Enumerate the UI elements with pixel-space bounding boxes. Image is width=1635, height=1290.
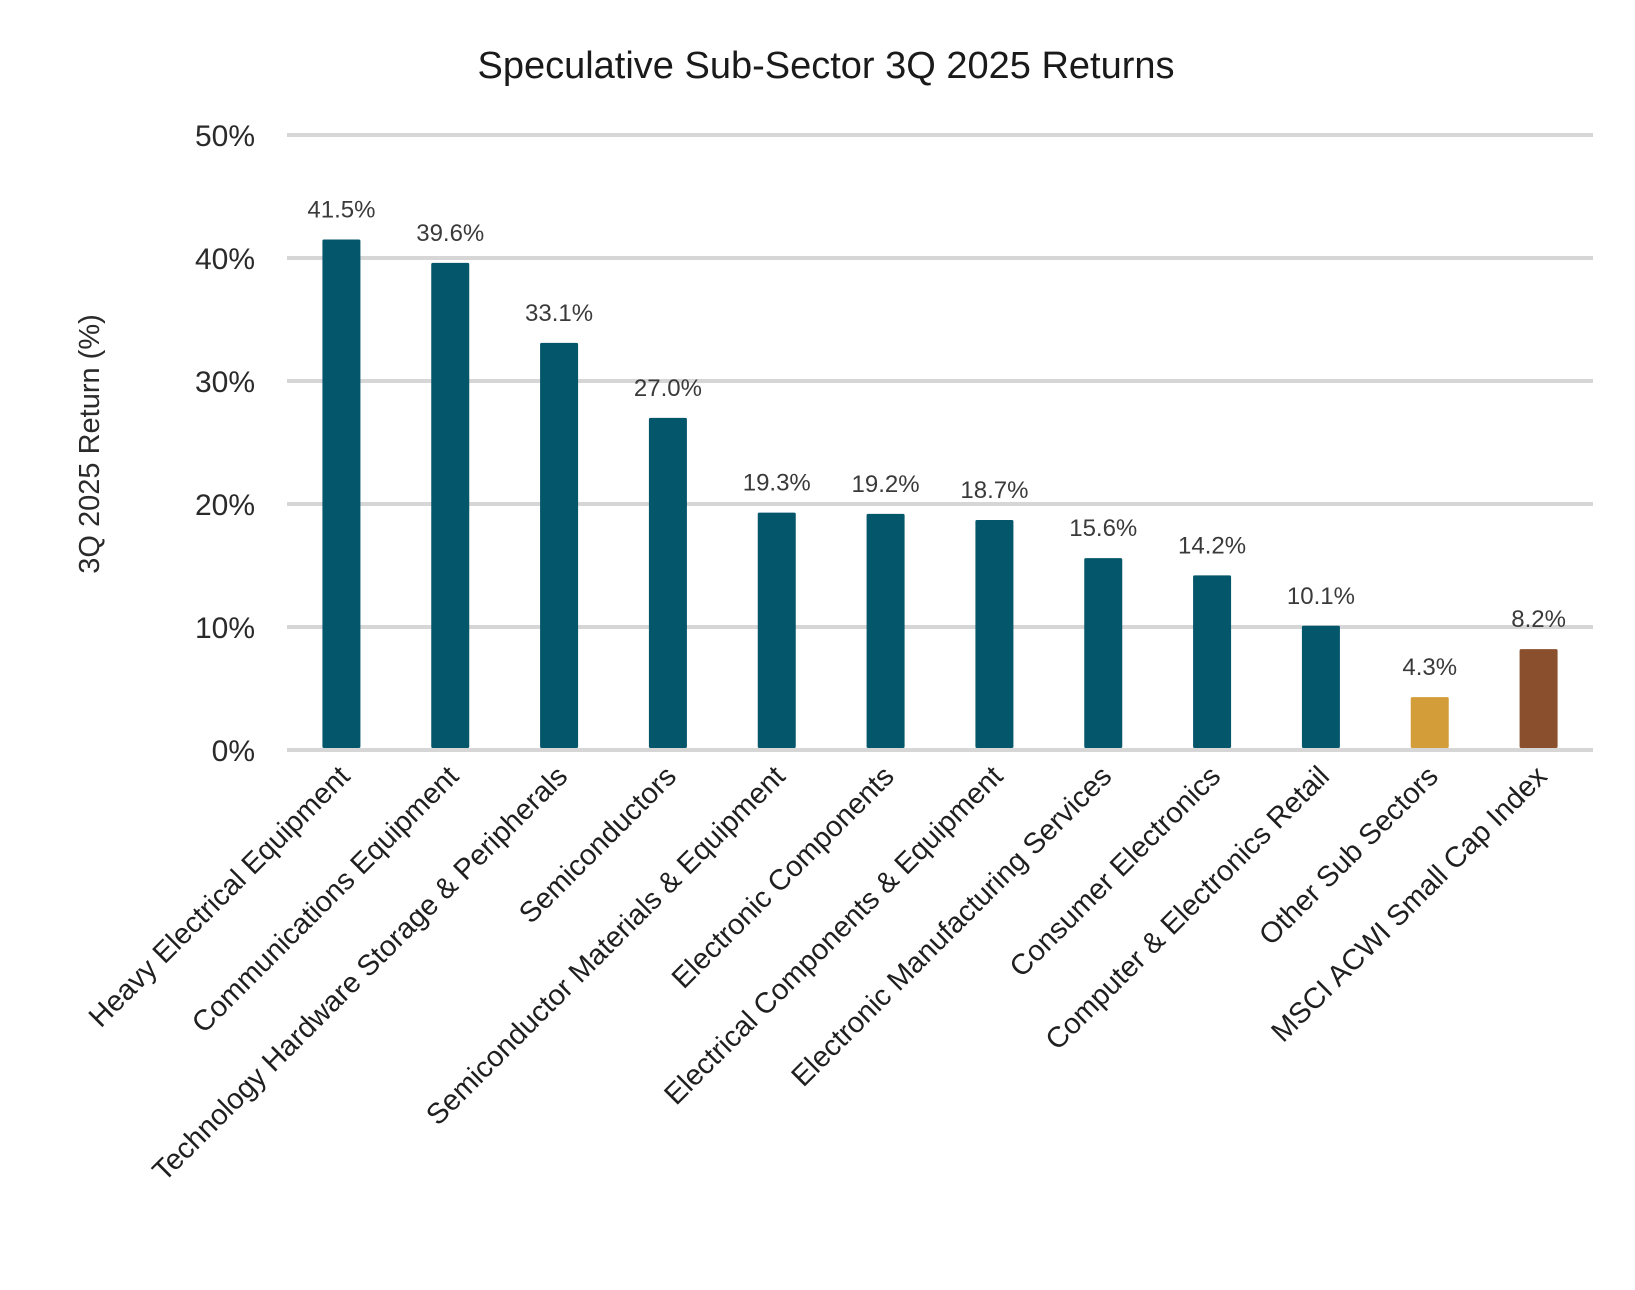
bar: [1410, 697, 1449, 748]
bar: [322, 239, 361, 749]
data-label: 18.7%: [960, 477, 1028, 504]
data-label: 39.6%: [416, 220, 484, 247]
chart-title: Speculative Sub-Sector 3Q 2025 Returns: [477, 45, 1174, 87]
bar: [1301, 625, 1340, 748]
data-label: 27.0%: [634, 375, 702, 402]
bar: [757, 512, 796, 748]
y-tick-label: 50%: [195, 120, 255, 153]
data-label: 19.2%: [852, 471, 920, 498]
x-tick-label: Consumer Electronics: [1004, 760, 1227, 983]
data-label: 14.2%: [1178, 532, 1246, 559]
bar: [648, 417, 687, 748]
y-tick-label: 10%: [195, 612, 255, 645]
bar: [431, 262, 470, 748]
x-axis-ticks: Heavy Electrical EquipmentCommunications…: [83, 760, 1554, 1188]
y-tick-label: 40%: [195, 243, 255, 276]
bars: [322, 239, 1558, 749]
bar: [1519, 649, 1558, 748]
y-tick-label: 0%: [212, 735, 255, 768]
data-label: 41.5%: [307, 197, 375, 224]
bar: [866, 513, 905, 748]
gridlines: [287, 133, 1593, 752]
data-label: 8.2%: [1511, 606, 1566, 633]
x-tick-label: Electronic Components: [666, 760, 901, 995]
data-label: 4.3%: [1402, 654, 1457, 681]
bar: [540, 342, 579, 748]
bar: [975, 519, 1014, 748]
x-tick-label: Technology Hardware Storage & Peripheral…: [147, 760, 574, 1187]
bar: [1193, 575, 1232, 748]
y-axis-ticks: 0% 10% 20% 30% 40% 50%: [195, 120, 255, 768]
data-label: 10.1%: [1287, 583, 1355, 610]
bar: [1084, 558, 1123, 748]
x-tick-label: Other Sub Sectors: [1253, 760, 1444, 951]
data-label: 15.6%: [1069, 515, 1137, 542]
data-label: 33.1%: [525, 300, 593, 327]
y-axis-label: 3Q 2025 Return (%): [74, 314, 106, 574]
y-tick-label: 30%: [195, 366, 255, 399]
y-tick-label: 20%: [195, 489, 255, 522]
data-label: 19.3%: [743, 470, 811, 497]
data-labels: 41.5% 39.6% 33.1% 27.0% 19.3% 19.2% 18.7% 15.6%…: [307, 197, 1566, 682]
